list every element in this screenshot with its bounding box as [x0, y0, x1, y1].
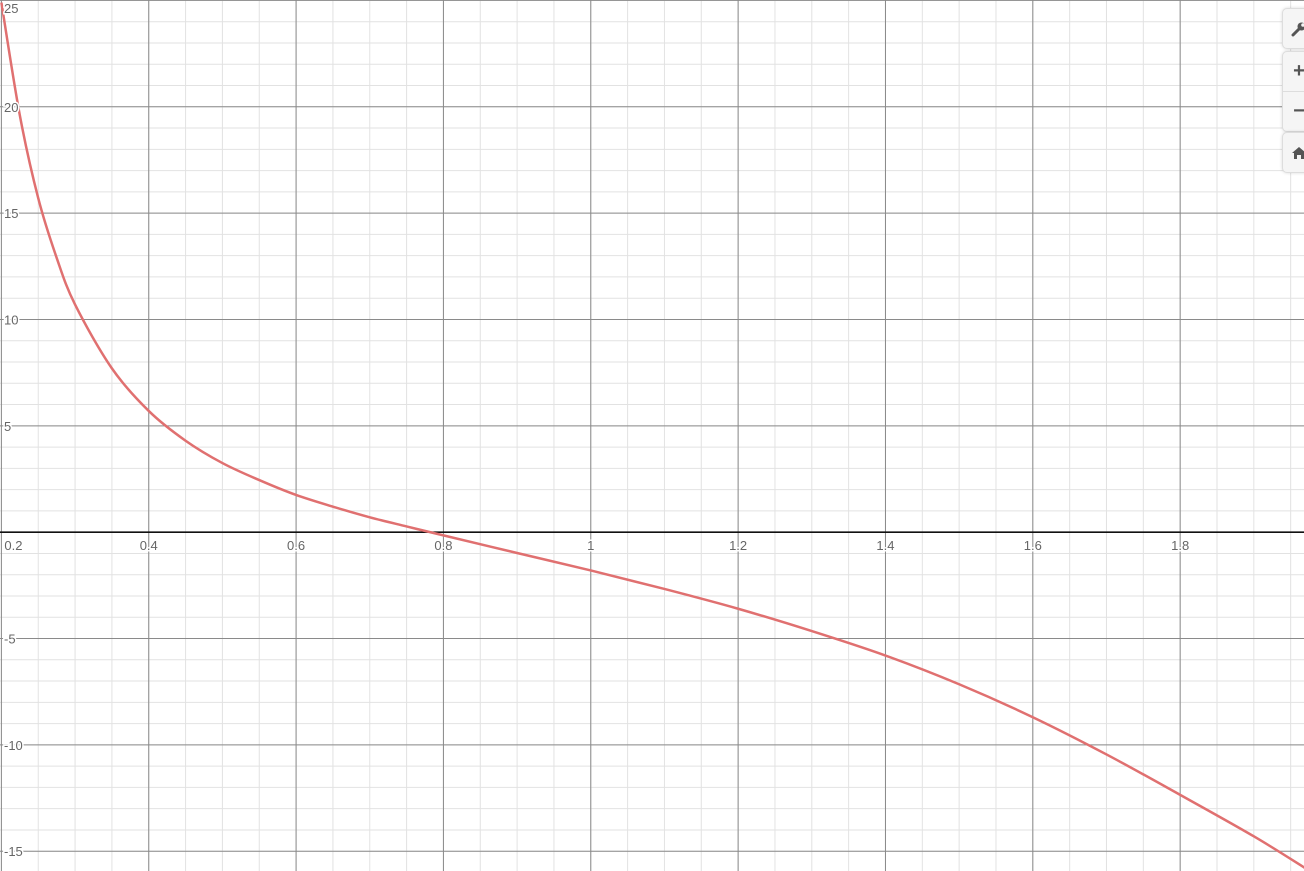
y-tick-label: 20 — [4, 100, 18, 115]
x-tick-label: 0.2 — [4, 538, 22, 553]
y-tick-label: -5 — [4, 632, 16, 647]
x-tick-label: 1.8 — [1171, 538, 1189, 553]
x-tick-label: 1.6 — [1024, 538, 1042, 553]
x-tick-label: 1.4 — [876, 538, 894, 553]
x-tick-labels: 0.2 0.4 0.6 0.8 1 1.2 1.4 1.6 1.8 — [3, 537, 1191, 555]
x-tick-label: 0.6 — [287, 538, 305, 553]
zoom-controls: + − — [1282, 51, 1304, 132]
y-tick-label: 25 — [4, 1, 18, 16]
y-tick-label: -15 — [4, 844, 23, 859]
zoom-in-button[interactable]: + — [1283, 52, 1304, 92]
y-tick-label: 10 — [4, 312, 18, 327]
y-tick-labels: 25 20 15 10 5 -5 -10 -15 — [3, 0, 25, 861]
x-tick-label: 1.2 — [729, 538, 747, 553]
wrench-icon[interactable] — [1283, 9, 1304, 48]
settings-button[interactable] — [1282, 8, 1304, 49]
x-tick-label: 0.8 — [434, 538, 452, 553]
y-tick-label: 15 — [4, 206, 18, 221]
home-icon[interactable] — [1283, 133, 1304, 172]
y-tick-label: -10 — [4, 738, 23, 753]
home-button[interactable] — [1282, 132, 1304, 173]
zoom-out-button[interactable]: − — [1293, 100, 1304, 122]
y-tick-label: 5 — [4, 419, 11, 434]
x-tick-label: 0.4 — [140, 538, 158, 553]
x-tick-label: 1 — [587, 538, 594, 553]
